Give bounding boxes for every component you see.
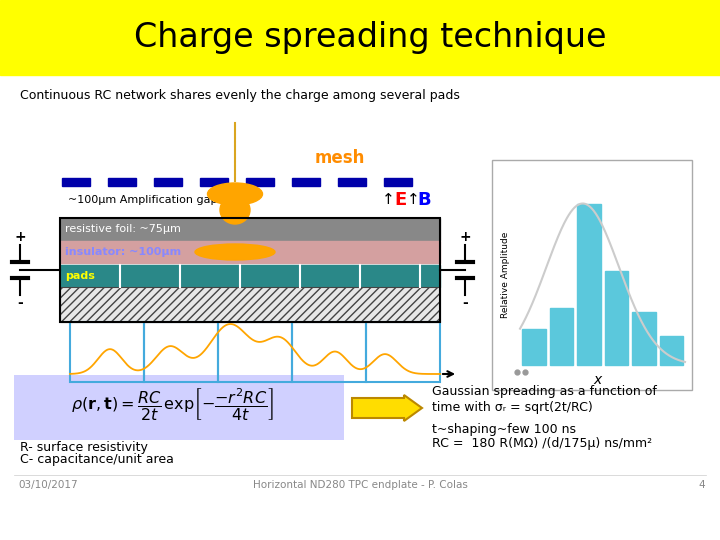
Text: ~100μm Amplification gap:: ~100μm Amplification gap: [68,195,221,205]
Bar [366,322,440,382]
Text: pads: pads [65,271,95,281]
Text: time with σᵣ = sqrt(2t/RC): time with σᵣ = sqrt(2t/RC) [432,401,593,414]
Bar [632,312,655,365]
Bar [577,204,600,365]
Text: 4: 4 [698,480,705,490]
Bar [218,322,292,382]
Bar [246,178,274,186]
Text: t~shaping~few 100 ns: t~shaping~few 100 ns [432,423,576,436]
Text: Continuous RC network shares evenly the charge among several pads: Continuous RC network shares evenly the … [20,89,460,102]
Bar [144,322,218,382]
Bar [60,218,440,240]
Bar [660,336,683,365]
FancyArrow shape [352,395,422,421]
Text: 03/10/2017: 03/10/2017 [18,480,78,490]
Text: R- surface resistivity: R- surface resistivity [20,441,148,454]
Bar [384,178,412,186]
Text: C- capacitance/unit area: C- capacitance/unit area [20,454,174,467]
Text: $\rho(\mathbf{r},\mathbf{t}) = \dfrac{RC}{2t}\,\exp\!\left[-\dfrac{-r^{2}RC}{4t}: $\rho(\mathbf{r},\mathbf{t}) = \dfrac{RC… [71,387,274,423]
Text: B: B [417,191,431,209]
Text: ↑: ↑ [407,192,419,207]
Text: Horizontal ND280 TPC endplate - P. Colas: Horizontal ND280 TPC endplate - P. Colas [253,480,467,490]
Text: resistive foil: ~75μm: resistive foil: ~75μm [65,224,181,234]
Text: RC =  180 R(MΩ) /(d/175μ) ns/mm²: RC = 180 R(MΩ) /(d/175μ) ns/mm² [432,437,652,450]
Ellipse shape [207,183,263,205]
Text: E: E [394,191,406,209]
Bar [200,178,228,186]
Bar [549,308,573,365]
Ellipse shape [195,244,275,260]
Bar [60,265,440,287]
Bar [70,322,144,382]
Bar [154,178,182,186]
Bar [62,178,90,186]
Bar [108,178,136,186]
Text: Charge spreading technique: Charge spreading technique [134,22,606,55]
Text: mesh: mesh [315,149,365,167]
Bar [522,329,546,365]
Text: -: - [462,296,468,310]
Text: +: + [459,230,471,244]
Bar [338,178,366,186]
Bar [14,375,344,440]
Bar [60,287,440,322]
Bar [292,322,366,382]
Text: x: x [593,373,601,387]
Bar [60,241,440,263]
Bar [60,218,440,322]
Text: ↑: ↑ [382,192,395,207]
Text: +: + [14,230,26,244]
Bar [492,160,692,390]
Text: insulator: ~100μm: insulator: ~100μm [65,247,181,257]
Text: -: - [17,296,23,310]
Bar [605,271,628,365]
Bar [0,0,720,75]
Bar [292,178,320,186]
Ellipse shape [220,196,250,224]
Text: Gaussian spreading as a function of: Gaussian spreading as a function of [432,386,657,399]
Text: Relative Amplitude: Relative Amplitude [500,232,510,318]
